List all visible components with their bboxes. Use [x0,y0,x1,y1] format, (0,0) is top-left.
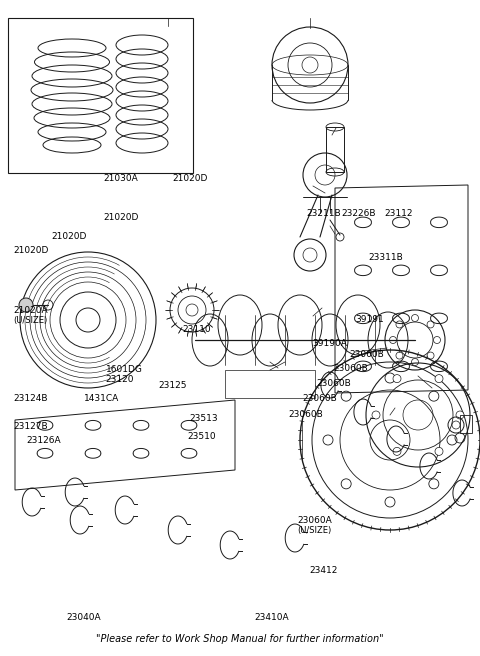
Text: 23120: 23120 [106,375,134,384]
Text: 21020D: 21020D [52,232,87,241]
Circle shape [396,321,403,328]
Text: (U/SIZE): (U/SIZE) [13,316,48,325]
Text: 23040A: 23040A [67,613,101,623]
Text: 21020D: 21020D [13,246,49,255]
Bar [8,18,193,173]
Circle shape [341,479,351,489]
Circle shape [389,337,396,344]
Text: 21020A: 21020A [13,306,48,315]
Text: 1431CA: 1431CA [84,394,119,403]
Text: 23060A: 23060A [298,516,332,525]
Circle shape [427,352,434,359]
Text: 39190A: 39190A [312,338,347,348]
Circle shape [19,298,33,312]
Text: (U/SIZE): (U/SIZE) [298,525,332,535]
Circle shape [427,321,434,328]
Circle shape [456,411,464,419]
Circle shape [341,391,351,401]
Text: 23060B: 23060B [302,394,337,403]
Text: 23112: 23112 [384,209,412,218]
Circle shape [433,337,441,344]
Text: 39191: 39191 [355,315,384,324]
Text: 23510: 23510 [187,432,216,441]
Circle shape [435,447,443,455]
Text: 23211B: 23211B [306,209,341,218]
Circle shape [393,375,401,382]
Bar [460,415,472,433]
Text: 23412: 23412 [310,566,338,575]
Circle shape [411,358,419,365]
Circle shape [393,447,401,455]
Text: 23124B: 23124B [13,394,48,403]
Circle shape [396,352,403,359]
Circle shape [411,314,419,321]
Text: 23226B: 23226B [342,209,376,218]
Text: 21030A: 21030A [103,174,138,183]
Text: 23060B: 23060B [349,350,384,359]
Circle shape [429,391,439,401]
Text: 21020D: 21020D [173,174,208,183]
Circle shape [385,497,395,507]
Text: 1601DG: 1601DG [106,365,143,374]
Text: 23060B: 23060B [288,410,323,419]
Text: 21020D: 21020D [103,213,139,222]
Text: 23060B: 23060B [334,364,368,373]
Text: 23513: 23513 [190,414,218,423]
Text: 23125: 23125 [158,381,187,390]
Text: 23410A: 23410A [254,613,288,623]
Text: 23311B: 23311B [369,253,403,262]
Circle shape [385,373,395,383]
Circle shape [435,375,443,382]
Bar [225,370,315,398]
Text: 23126A: 23126A [26,436,61,445]
Bar [326,127,344,172]
Circle shape [429,479,439,489]
Circle shape [447,435,457,445]
Circle shape [323,435,333,445]
Circle shape [372,411,380,419]
Text: 23127B: 23127B [13,422,48,431]
Text: "Please refer to Work Shop Manual for further information": "Please refer to Work Shop Manual for fu… [96,634,384,644]
Text: 23060B: 23060B [317,379,351,388]
Text: 23110: 23110 [182,325,211,334]
